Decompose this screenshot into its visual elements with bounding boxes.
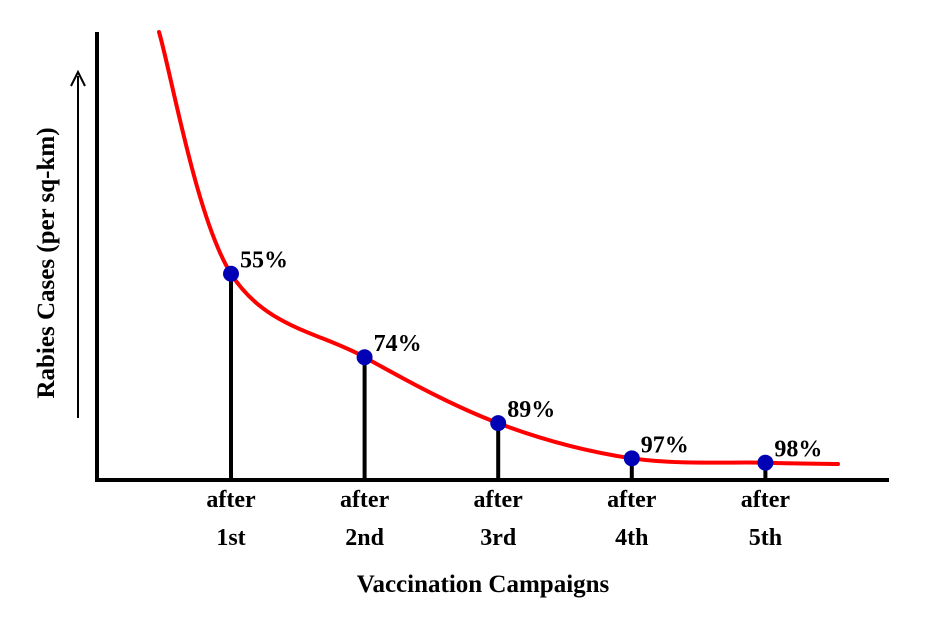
data-label-3: 89%	[507, 397, 555, 423]
data-point-3	[490, 415, 507, 432]
x-tick-label-1-line-1: after	[206, 487, 256, 513]
curve-layer	[157, 30, 840, 466]
axes	[70, 32, 889, 482]
x-tick-label-4-line-2: 4th	[615, 525, 648, 551]
x-tick-label-2-line-2: 2nd	[345, 525, 384, 551]
x-tick-label-5-line-1: after	[741, 487, 791, 513]
x-tick-label-2-line-1: after	[340, 487, 390, 513]
data-label-1: 55%	[240, 248, 288, 274]
x-tick-label-1-line-2: 1st	[216, 525, 245, 551]
data-point-4	[623, 450, 640, 467]
points-layer	[223, 265, 774, 471]
x-tick-label-4-line-1: after	[607, 487, 657, 513]
data-label-4: 97%	[641, 432, 689, 458]
labels-layer: 55% after 1st 74% after 2nd 89% after 3rd 97% afte…	[206, 248, 822, 551]
series-curve	[157, 30, 840, 466]
y-axis-label: Rabies Cases (per sq-km)	[33, 127, 60, 398]
x-tick-label-3-line-2: 3rd	[480, 525, 517, 551]
y-arrow-head	[70, 69, 86, 87]
data-point-1	[223, 265, 239, 282]
data-point-2	[356, 349, 373, 366]
data-point-5	[757, 454, 774, 471]
x-tick-label-5-line-2: 5th	[749, 525, 782, 551]
stems-layer	[229, 273, 768, 480]
data-label-2: 74%	[374, 331, 422, 357]
data-label-5: 98%	[774, 437, 822, 463]
x-axis-label: Vaccination Campaigns	[357, 571, 610, 598]
x-tick-label-3-line-1: after	[474, 487, 524, 513]
